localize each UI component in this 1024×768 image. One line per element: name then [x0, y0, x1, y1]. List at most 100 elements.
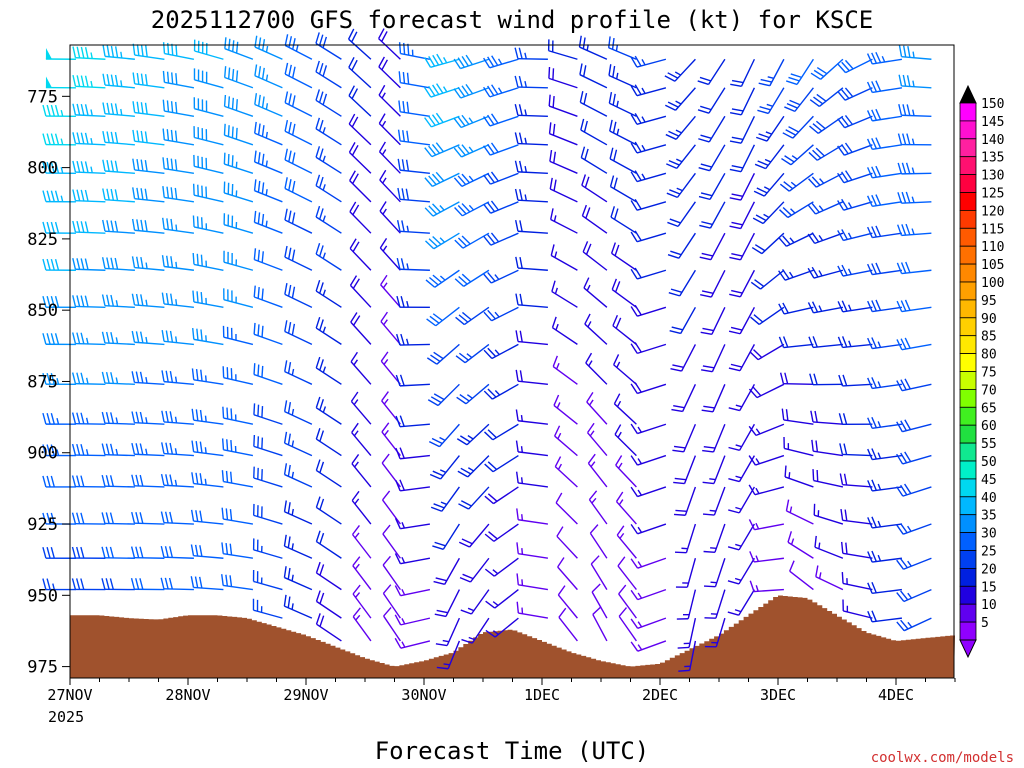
wind-barb — [101, 474, 135, 488]
wind-barb — [584, 313, 608, 345]
wind-barb — [396, 220, 430, 234]
wind-barb — [702, 423, 726, 453]
wind-barb — [42, 578, 76, 591]
wind-barb — [102, 159, 135, 175]
wind-barb — [586, 422, 608, 457]
wind-barb — [700, 269, 726, 298]
wind-barb — [101, 512, 135, 525]
wind-barb — [616, 525, 637, 559]
x-tick-label: 30NOV — [401, 686, 446, 704]
wind-barb — [223, 250, 254, 271]
wind-barb — [253, 466, 283, 488]
wind-barb — [729, 115, 756, 144]
wind-barb — [548, 94, 578, 117]
colorbar-swatch — [959, 460, 977, 480]
wind-barb — [397, 158, 430, 175]
wind-barb — [516, 601, 549, 619]
wind-barb — [609, 119, 637, 146]
wind-barb — [347, 28, 372, 60]
wind-barb — [436, 640, 461, 670]
wind-barb — [551, 316, 578, 345]
wind-barb — [749, 580, 784, 593]
wind-barb — [674, 523, 697, 554]
wind-barb — [630, 557, 667, 569]
x-tick-label: 4DEC — [878, 686, 914, 704]
wind-barb — [130, 578, 165, 591]
colorbar-label: 115 — [981, 222, 1004, 237]
wind-barb — [396, 295, 430, 309]
wind-barb — [162, 186, 195, 203]
wind-barb — [350, 312, 372, 345]
wind-barb — [609, 175, 637, 203]
wind-barb — [283, 566, 313, 591]
wind-barb — [749, 343, 785, 361]
wind-barb — [223, 181, 254, 203]
colorbar-label: 90 — [981, 312, 997, 327]
wind-barb — [221, 574, 253, 591]
wind-barb — [351, 524, 372, 559]
wind-barb — [222, 366, 254, 385]
wind-barb — [131, 442, 165, 457]
wind-barb — [102, 102, 135, 117]
wind-barb — [435, 617, 461, 647]
wind-barb — [867, 262, 903, 276]
wind-barb — [429, 455, 460, 480]
wind-barb — [101, 546, 135, 559]
wind-barb — [221, 438, 254, 457]
wind-barb — [162, 99, 195, 117]
wind-barb — [394, 614, 431, 626]
wind-barb — [160, 473, 194, 488]
wind-barb — [426, 306, 460, 327]
wind-barb — [424, 83, 460, 98]
wind-barb — [898, 104, 932, 117]
wind-barb — [102, 131, 135, 146]
wind-barb — [898, 45, 932, 60]
wind-barb — [630, 486, 667, 498]
wind-barb — [676, 589, 697, 620]
colorbar-swatch — [959, 550, 977, 569]
wind-barb — [379, 237, 401, 271]
wind-barb — [72, 132, 106, 146]
wind-barb — [253, 403, 283, 425]
wind-barb — [665, 87, 696, 111]
wind-barb — [896, 299, 932, 313]
wind-barb — [252, 503, 283, 525]
wind-barb — [101, 411, 135, 425]
wind-barb — [71, 443, 106, 457]
wind-barb — [395, 415, 430, 428]
wind-barb — [160, 577, 194, 591]
wind-barb — [630, 304, 667, 317]
wind-barb — [837, 87, 873, 101]
wind-barb — [382, 524, 401, 559]
wind-barb — [253, 322, 283, 346]
wind-barb — [484, 557, 519, 577]
wind-barb — [697, 58, 726, 86]
wind-barb — [867, 550, 902, 563]
wind-barb — [131, 330, 165, 346]
wind-barb — [677, 617, 697, 649]
wind-barbs-layer — [42, 28, 932, 672]
wind-barb — [630, 523, 667, 535]
colorbar-label: 50 — [981, 455, 997, 470]
colorbar-swatch — [959, 621, 977, 641]
wind-barb — [131, 411, 165, 425]
wind-barb — [42, 190, 76, 203]
wind-barb — [548, 122, 578, 146]
colorbar-label: 70 — [981, 383, 997, 398]
wind-barb — [351, 422, 372, 457]
wind-barb — [162, 217, 194, 234]
wind-barb — [666, 144, 696, 169]
wind-barb — [132, 158, 165, 175]
wind-barb — [348, 113, 372, 146]
wind-barb — [867, 582, 902, 595]
wind-barb — [897, 191, 932, 204]
wind-barb — [896, 378, 932, 392]
colorbar-label: 150 — [981, 97, 1004, 112]
wind-barb — [516, 542, 549, 559]
colorbar-swatch — [959, 317, 977, 337]
wind-barb — [395, 374, 430, 387]
colorbar-swatch — [959, 299, 977, 319]
wind-barb — [223, 94, 254, 117]
wind-barb — [315, 242, 342, 271]
colorbar-label: 45 — [981, 473, 997, 488]
